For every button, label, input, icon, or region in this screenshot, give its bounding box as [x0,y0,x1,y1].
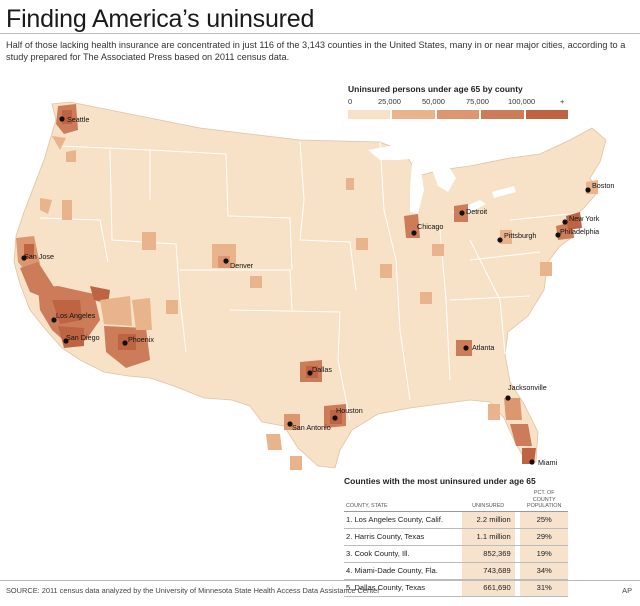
title-divider [0,33,640,34]
table-row: 5. Dallas County, Texas 661,690 31% [344,579,568,597]
top-counties-table: Counties with the most uninsured under a… [344,476,568,597]
uninsured-cell: 743,689 [461,562,515,580]
county-cell: 4. Miami-Dade County, Fla. [344,562,462,580]
city-label: Atlanta [472,343,494,352]
city-label: Miami [538,458,558,467]
lake-ontario [492,186,516,198]
state-borders [39,141,591,421]
header-county: COUNTY, STATE [344,489,462,512]
city-label: Philadelphia [560,227,599,236]
city-marker: Seattle [59,115,89,124]
counties-table: COUNTY, STATE UNINSURED PCT. OF COUNTY P… [344,489,568,597]
city-label: Detroit [466,207,487,216]
pct-cell: 25% [520,511,568,529]
legend-color-bar [348,110,569,119]
legend-swatch [481,110,524,119]
city-marker: Los Angeles [51,311,96,323]
legend-tick: 0 [348,97,353,106]
legend-tick: 100,000 [508,97,536,106]
city-label: San Antonio [292,423,331,432]
city-marker: New York [562,214,600,225]
legend-ticks: 0 25,000 50,000 75,000 100,000 + [348,97,568,109]
legend-swatch [348,110,391,119]
legend-swatch [436,110,480,119]
table-row: 4. Miami-Dade County, Fla. 743,689 34% [344,562,568,580]
city-label: Los Angeles [56,311,96,320]
table-row: 2. Harris County, Texas 1.1 million 29% [344,528,568,546]
county-cell: 5. Dallas County, Texas [344,579,462,597]
city-marker: Denver [223,258,254,270]
legend-tick: + [560,97,565,106]
city-marker: Detroit [459,207,487,216]
uninsured-cell: 1.1 million [461,528,515,546]
credit: AP [622,586,632,595]
legend-swatch [392,110,435,119]
source-note: SOURCE: 2011 census data analyzed by the… [6,586,380,595]
city-marker: Pittsburgh [497,231,536,243]
map-legend: Uninsured persons under age 65 by county… [348,84,569,119]
city-marker: Dallas [307,365,332,376]
city-markers: Seattle San Jose Los Angeles San Diego P… [21,115,614,467]
county-cell: 1. Los Angeles County, Calif. [344,511,462,529]
subtitle: Half of those lacking health insurance a… [6,40,626,62]
table-row: 3. Cook County, Ill. 852,369 19% [344,545,568,563]
city-marker: Jacksonville [505,383,547,401]
legend-tick: 75,000 [466,97,489,106]
city-marker: Phoenix [122,335,154,346]
pct-cell: 31% [520,579,568,597]
city-marker: Philadelphia [555,227,599,238]
lake-michigan [410,164,424,214]
legend-swatch [525,110,569,119]
city-label: Boston [592,181,614,190]
uninsured-cell: 852,369 [461,545,515,563]
county-cell: 2. Harris County, Texas [344,528,462,546]
city-label: Jacksonville [508,383,547,392]
city-marker: Houston [332,406,363,421]
city-label: San Jose [24,252,54,261]
page-title: Finding America’s uninsured [6,5,315,33]
city-label: New York [569,214,600,223]
city-label: Phoenix [128,335,154,344]
pct-cell: 19% [520,545,568,563]
county-cell: 3. Cook County, Ill. [344,545,462,563]
lake-superior [368,144,430,160]
legend-tick: 25,000 [378,97,401,106]
legend-title: Uninsured persons under age 65 by county [348,84,523,94]
table-row: 1. Los Angeles County, Calif. 2.2 millio… [344,511,568,529]
footer-divider [0,580,640,581]
pct-cell: 34% [520,562,568,580]
us-county-map: Seattle San Jose Los Angeles San Diego P… [13,101,614,470]
city-marker: San Diego [63,333,100,344]
city-marker: Chicago [411,222,443,236]
header-pct: PCT. OF COUNTY POPULATION [520,489,568,512]
header-uninsured: UNINSURED [461,489,515,512]
city-label: Denver [230,261,254,270]
uninsured-cell: 661,690 [461,579,515,597]
city-marker: Miami [529,458,558,467]
city-label: San Diego [66,333,100,342]
city-label: Houston [336,406,363,415]
pct-cell: 29% [520,528,568,546]
city-label: Seattle [67,115,89,124]
city-marker: San Antonio [287,421,331,432]
uninsured-cell: 2.2 million [461,511,515,529]
city-label: Pittsburgh [504,231,536,240]
us-outline [13,101,607,469]
city-label: Chicago [417,222,443,231]
city-marker: San Jose [21,252,54,261]
lake-huron [430,162,456,192]
legend-tick: 50,000 [422,97,445,106]
city-label: Dallas [312,365,332,374]
table-title: Counties with the most uninsured under a… [344,476,536,486]
city-marker: Atlanta [463,343,494,352]
table-header-row: COUNTY, STATE UNINSURED PCT. OF COUNTY P… [344,489,568,512]
city-marker: Boston [585,181,614,193]
